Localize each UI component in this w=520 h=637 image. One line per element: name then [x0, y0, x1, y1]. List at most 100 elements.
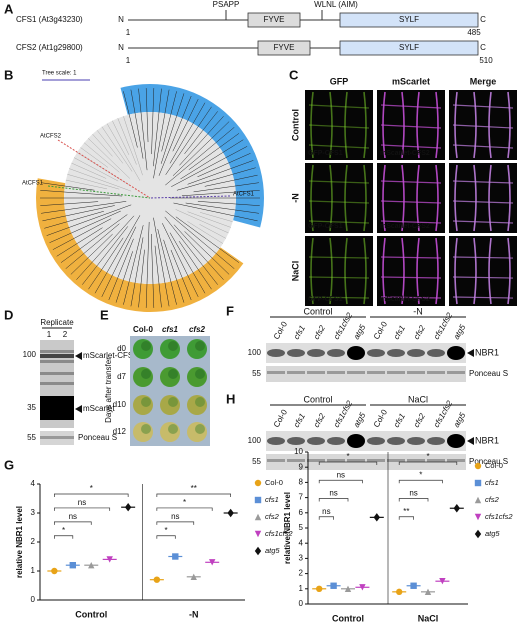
arrow — [467, 437, 474, 445]
legend-label: atg5 — [485, 529, 500, 538]
day-label: d12 — [113, 427, 127, 436]
cell-wall — [380, 296, 442, 299]
tree-branch — [46, 204, 132, 236]
band — [40, 350, 74, 353]
group-label: NaCl — [408, 394, 428, 404]
lane-label: cfs1 — [292, 324, 307, 341]
cell-wall — [401, 237, 405, 305]
tree-branch — [117, 118, 137, 165]
lane-label: 1 — [47, 330, 52, 339]
domain-name: FYVE — [274, 43, 295, 52]
legend-marker — [474, 479, 482, 487]
significance-label: ns — [69, 512, 77, 521]
cell-wall — [344, 91, 348, 159]
domain-name: SYLF — [399, 43, 419, 52]
tree-branch — [115, 251, 133, 303]
cell-wall — [452, 296, 514, 299]
band-label: NBR1 — [475, 435, 499, 445]
lane-label: cfs1 — [392, 324, 407, 341]
group-label: -N — [413, 306, 423, 316]
marker-label: 35 — [27, 403, 36, 412]
n-terminus: N — [118, 15, 124, 24]
significance-bracket — [156, 507, 213, 511]
band — [387, 437, 405, 445]
legend-marker — [254, 546, 262, 556]
tree-branch — [87, 138, 131, 179]
data-point — [69, 562, 76, 569]
caption: GFP-CFS1 — [308, 296, 343, 303]
cell-wall — [380, 104, 442, 109]
stain-label: Ponceau S — [469, 369, 508, 378]
stain-label: Ponceau S — [78, 433, 117, 442]
tree-branch — [123, 116, 143, 176]
tree-branch — [41, 182, 95, 191]
band — [40, 372, 74, 375]
cell-wall — [507, 164, 511, 232]
cell-wall — [452, 180, 514, 184]
cell-wall — [452, 220, 514, 224]
genotype: cfs2 — [189, 325, 206, 334]
band — [367, 349, 385, 357]
tree-branch — [165, 127, 235, 186]
band — [447, 346, 465, 360]
cell-wall — [380, 144, 442, 149]
domain-name: SYLF — [399, 15, 419, 24]
lane-label: cfs2 — [312, 411, 327, 429]
tree-branch — [82, 226, 129, 285]
cell-wall — [452, 104, 514, 109]
genotype: Col-0 — [133, 325, 154, 334]
y-tick-label: 2 — [31, 537, 36, 546]
plant — [141, 397, 151, 407]
band — [287, 349, 305, 357]
y-tick-label: 6 — [299, 508, 304, 517]
panel-label: H — [226, 391, 235, 406]
micrograph — [377, 236, 445, 306]
data-point — [106, 556, 113, 563]
tree-branch — [65, 223, 120, 269]
tree-scale: Tree scale: 1 — [42, 71, 77, 77]
marker-label: 55 — [252, 457, 261, 466]
y-tick-label: 4 — [299, 538, 304, 547]
band — [327, 437, 345, 445]
legend-marker — [474, 496, 482, 504]
band — [347, 346, 365, 360]
legend-label: cfs2 — [265, 512, 280, 521]
tree-label: AtCFS2 — [40, 134, 62, 140]
tree-label: AtCFS1 — [233, 192, 255, 198]
significance-label: * — [426, 452, 429, 461]
cell-wall — [435, 164, 439, 232]
tree-branch — [184, 231, 230, 275]
y-tick-label: 7 — [299, 493, 304, 502]
y-tick-label: 1 — [299, 584, 304, 593]
cell-wall — [380, 200, 442, 204]
stain-label: Ponceau S — [469, 457, 508, 466]
significance-bracket — [53, 521, 92, 525]
tree-branch — [106, 123, 141, 181]
marker-label: 55 — [27, 433, 36, 442]
cell-wall — [308, 200, 370, 204]
micrograph — [305, 236, 373, 306]
data-point — [190, 573, 197, 580]
legend-label: Col-0 — [265, 478, 283, 487]
cell-wall — [308, 144, 370, 149]
data-point — [88, 562, 95, 569]
tree-branch — [162, 223, 199, 297]
panel-label: B — [4, 67, 13, 82]
cell-wall — [382, 164, 386, 232]
band — [407, 349, 425, 357]
plant — [187, 395, 207, 415]
plant — [187, 422, 207, 442]
panel-label: D — [4, 307, 13, 322]
cell-wall — [329, 237, 333, 305]
significance-label: * — [62, 526, 65, 535]
cell-wall — [363, 91, 367, 159]
lane-label: atg5 — [352, 323, 368, 341]
lane-label: Col-0 — [272, 320, 290, 342]
replicate-header: Replicate — [40, 318, 74, 327]
tree-branch — [83, 142, 120, 173]
significance-label: * — [419, 470, 422, 479]
cell-wall — [473, 237, 477, 305]
legend-label: cfs1cfs2 — [265, 529, 293, 538]
tree-branch — [96, 130, 124, 164]
y-tick-label: 5 — [299, 523, 304, 532]
